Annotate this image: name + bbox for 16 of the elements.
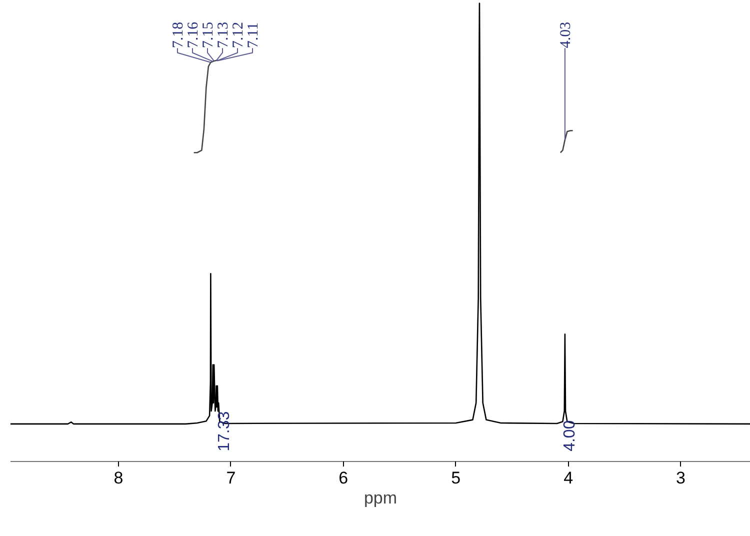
- annotation: 7.11: [246, 22, 262, 48]
- x-tick-label: 5: [451, 468, 461, 488]
- annotation: 4.00: [561, 420, 578, 452]
- annotation: 7.16: [185, 21, 202, 48]
- annotation: 7.18: [170, 22, 186, 48]
- annotation: 4.03: [558, 22, 574, 48]
- x-tick-label: 8: [114, 468, 124, 488]
- annotation: 17.33: [216, 411, 234, 452]
- x-axis-title: ppm: [364, 488, 398, 508]
- annotation: 7.12: [230, 22, 247, 48]
- annotation: 7.13: [216, 22, 232, 48]
- x-tick-label: 6: [338, 468, 348, 488]
- x-tick-label: 3: [676, 468, 686, 488]
- x-tick-label: 7: [226, 468, 236, 488]
- annotation: 7.15: [200, 22, 216, 48]
- x-tick-label: 4: [564, 468, 574, 488]
